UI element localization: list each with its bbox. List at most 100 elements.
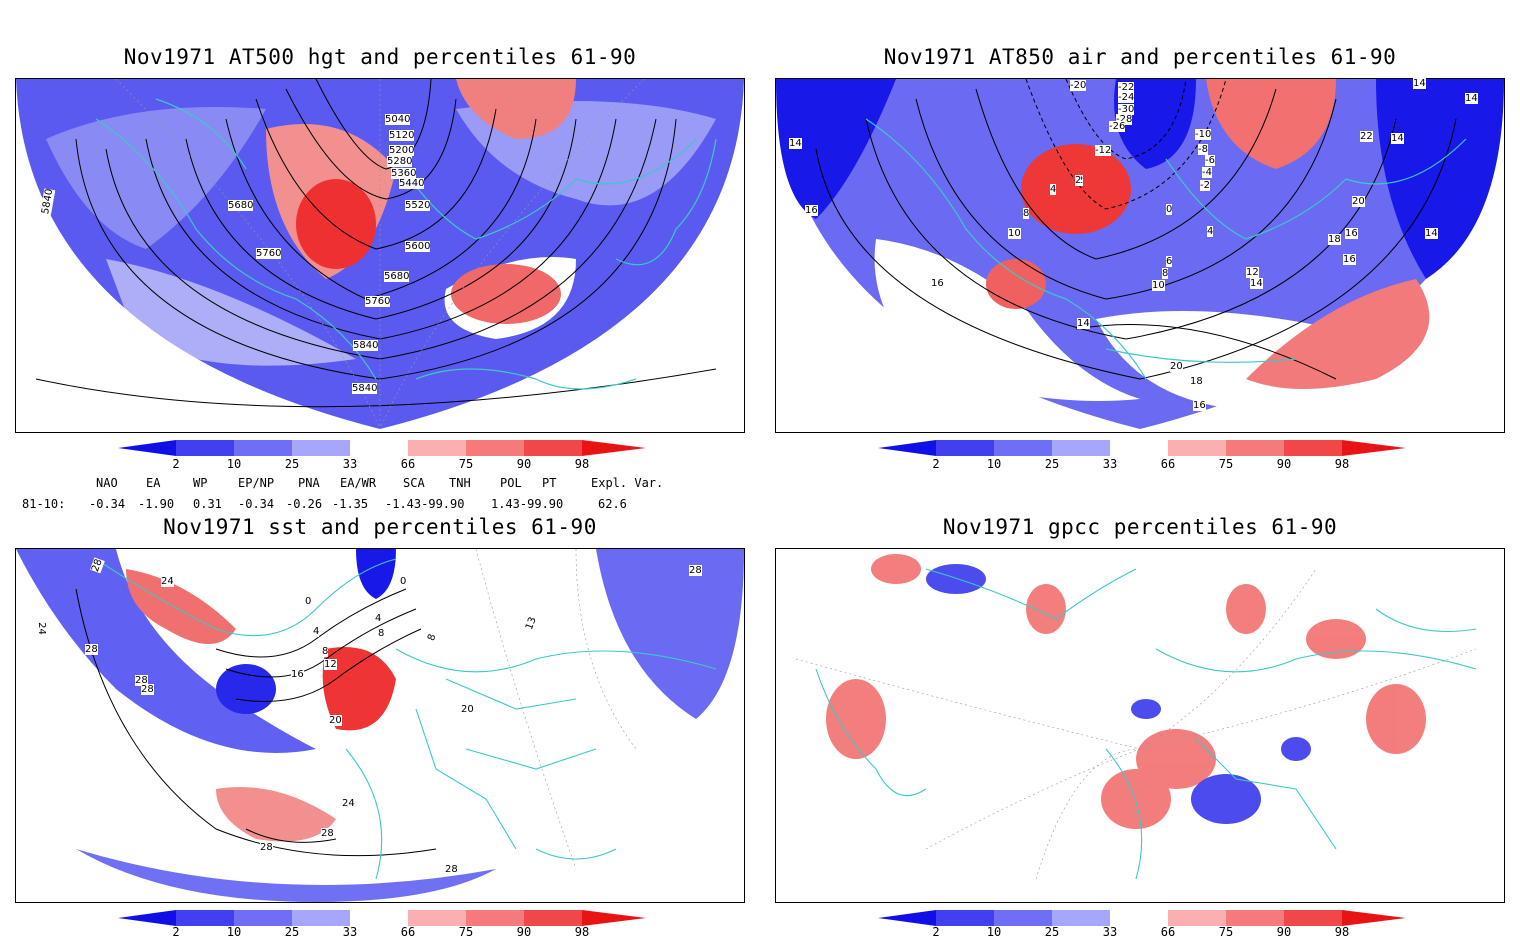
colorbar-label: 90 bbox=[1276, 925, 1292, 939]
colorbar-label: 66 bbox=[1160, 457, 1176, 471]
colorbar-sst: 2 10 25 33 66 75 90 98 bbox=[118, 910, 646, 940]
colorbar-label: 2 bbox=[172, 925, 180, 939]
contour-label: 20 bbox=[1170, 361, 1183, 372]
colorbar-label: 25 bbox=[284, 925, 300, 939]
contour-label: 14 bbox=[789, 138, 802, 149]
colorbar-label: 98 bbox=[574, 925, 590, 939]
panel-title-hgt500: Nov1971 AT500 hgt and percentiles 61-90 bbox=[123, 45, 637, 69]
grid-lines bbox=[115, 79, 645, 430]
index-value: 62.6 bbox=[598, 497, 627, 511]
index-header: EA bbox=[146, 476, 161, 490]
contour-labels-sst: 28 24 28 28 28 0 4 8 12 16 20 20 24 28 2… bbox=[15, 548, 743, 901]
colorbar-label: 25 bbox=[1044, 925, 1060, 939]
contour-label: 4 bbox=[1207, 226, 1214, 237]
contour-label: -8 bbox=[1198, 144, 1208, 155]
colorbar-label: 10 bbox=[986, 925, 1002, 939]
contour-label: 10 bbox=[1152, 280, 1165, 291]
colorbar-label: 75 bbox=[458, 457, 474, 471]
colorbar-label: 90 bbox=[516, 925, 532, 939]
contour-labels-hgt500: 5040 5120 5200 5280 5360 5440 5520 5600 … bbox=[15, 78, 743, 431]
contour-label: 8 bbox=[378, 628, 385, 639]
colorbar-label: 33 bbox=[1102, 925, 1118, 939]
contour-label: 0 bbox=[305, 596, 312, 607]
coastlines bbox=[815, 568, 1477, 880]
index-value: -1.35 bbox=[332, 497, 369, 511]
contour-label: 5440 bbox=[399, 178, 425, 189]
contour-label: 8 bbox=[1023, 208, 1030, 219]
contour-label: 14 bbox=[1077, 318, 1090, 329]
colorbar-label: 66 bbox=[400, 457, 416, 471]
contour-label: 14 bbox=[1413, 78, 1426, 89]
index-value: 0.31 bbox=[193, 497, 222, 511]
contour-label: 16 bbox=[1343, 254, 1356, 265]
index-header: TNH bbox=[449, 476, 471, 490]
contour-label: -10 bbox=[1195, 129, 1212, 140]
colorbar-label: 75 bbox=[1218, 925, 1234, 939]
contour-label: 5840 bbox=[40, 188, 56, 215]
map-gpcc-svg bbox=[795, 554, 1477, 880]
panel-title-sst: Nov1971 sst and percentiles 61-90 bbox=[163, 515, 597, 539]
colorbar-label: 2 bbox=[932, 925, 940, 939]
index-header: EP/NP bbox=[238, 476, 275, 490]
panel-title-gpcc: Nov1971 gpcc percentiles 61-90 bbox=[942, 515, 1338, 539]
colorbar-label: 98 bbox=[1334, 457, 1350, 471]
colorbar-air850: 2 10 25 33 66 75 90 98 bbox=[878, 440, 1406, 472]
index-header: PT bbox=[542, 476, 557, 490]
index-header: Expl. Var. bbox=[591, 476, 664, 490]
contour-label: 14 bbox=[1391, 133, 1404, 144]
contour-label: 14 bbox=[1465, 93, 1478, 104]
contour-label: 2 bbox=[1075, 175, 1082, 186]
index-value: -0.34 bbox=[89, 497, 126, 511]
contour-label: -22 bbox=[1118, 82, 1135, 93]
contour-label: 28 bbox=[135, 675, 148, 686]
colorbar-label: 98 bbox=[574, 457, 590, 471]
colorbar-label: 33 bbox=[342, 457, 358, 471]
index-header: SCA bbox=[403, 476, 425, 490]
contour-label: 24 bbox=[35, 622, 47, 635]
colorbar-label: 75 bbox=[1218, 457, 1234, 471]
contour-label: 28 bbox=[90, 557, 105, 574]
contour-label: 28 bbox=[260, 842, 273, 853]
contour-label: 20 bbox=[329, 715, 342, 726]
colorbar-label: 2 bbox=[172, 457, 180, 471]
contour-label: 5040 bbox=[385, 114, 411, 125]
index-value: 1.43-99.90 bbox=[491, 497, 564, 511]
contour-label: 28 bbox=[141, 684, 154, 695]
colorbar-gpcc: 2 10 25 33 66 75 90 98 bbox=[878, 910, 1406, 940]
contour-label: 13 bbox=[524, 615, 539, 632]
contour-label: 8 bbox=[1162, 268, 1169, 279]
contour-label: 8 bbox=[425, 632, 439, 643]
contour-label: 0 bbox=[400, 576, 407, 587]
colorbar-label: 33 bbox=[342, 925, 358, 939]
contour-label: 24 bbox=[342, 798, 355, 809]
index-value: -1.90 bbox=[138, 497, 175, 511]
contour-label: -20 bbox=[1070, 80, 1087, 91]
colorbar-label: 75 bbox=[458, 925, 474, 939]
index-value: -1.43-99.90 bbox=[385, 497, 465, 511]
colorbar-air850-svg bbox=[878, 440, 1406, 456]
contour-label: -24 bbox=[1118, 92, 1135, 103]
contour-label: -6 bbox=[1205, 155, 1215, 166]
index-row-label: 81-10: bbox=[22, 497, 66, 511]
contour-label: 4 bbox=[313, 626, 320, 637]
index-header: POL bbox=[500, 476, 522, 490]
contour-label: -4 bbox=[1202, 167, 1212, 178]
contour-label: 4 bbox=[1050, 184, 1057, 195]
coastlines bbox=[95, 98, 717, 390]
contour-label: 12 bbox=[324, 659, 337, 670]
contour-label: 12 bbox=[1246, 267, 1259, 278]
contour-label: 5600 bbox=[405, 241, 431, 252]
colorbar-hgt500: 2 10 25 33 66 75 90 98 bbox=[118, 440, 646, 472]
index-header: NAO bbox=[96, 476, 118, 490]
map-hgt500-svg bbox=[16, 79, 744, 432]
colorbar-label: 10 bbox=[226, 925, 242, 939]
contour-label: 5680 bbox=[384, 271, 410, 282]
map-gpcc bbox=[775, 548, 1505, 903]
coastlines bbox=[95, 558, 717, 880]
contour-label: 16 bbox=[1345, 228, 1358, 239]
contour-label: 14 bbox=[1250, 278, 1263, 289]
index-header: WP bbox=[193, 476, 208, 490]
red-anomaly-center bbox=[296, 179, 376, 269]
colorbar-label: 10 bbox=[226, 457, 242, 471]
contour-label: 5520 bbox=[405, 200, 431, 211]
